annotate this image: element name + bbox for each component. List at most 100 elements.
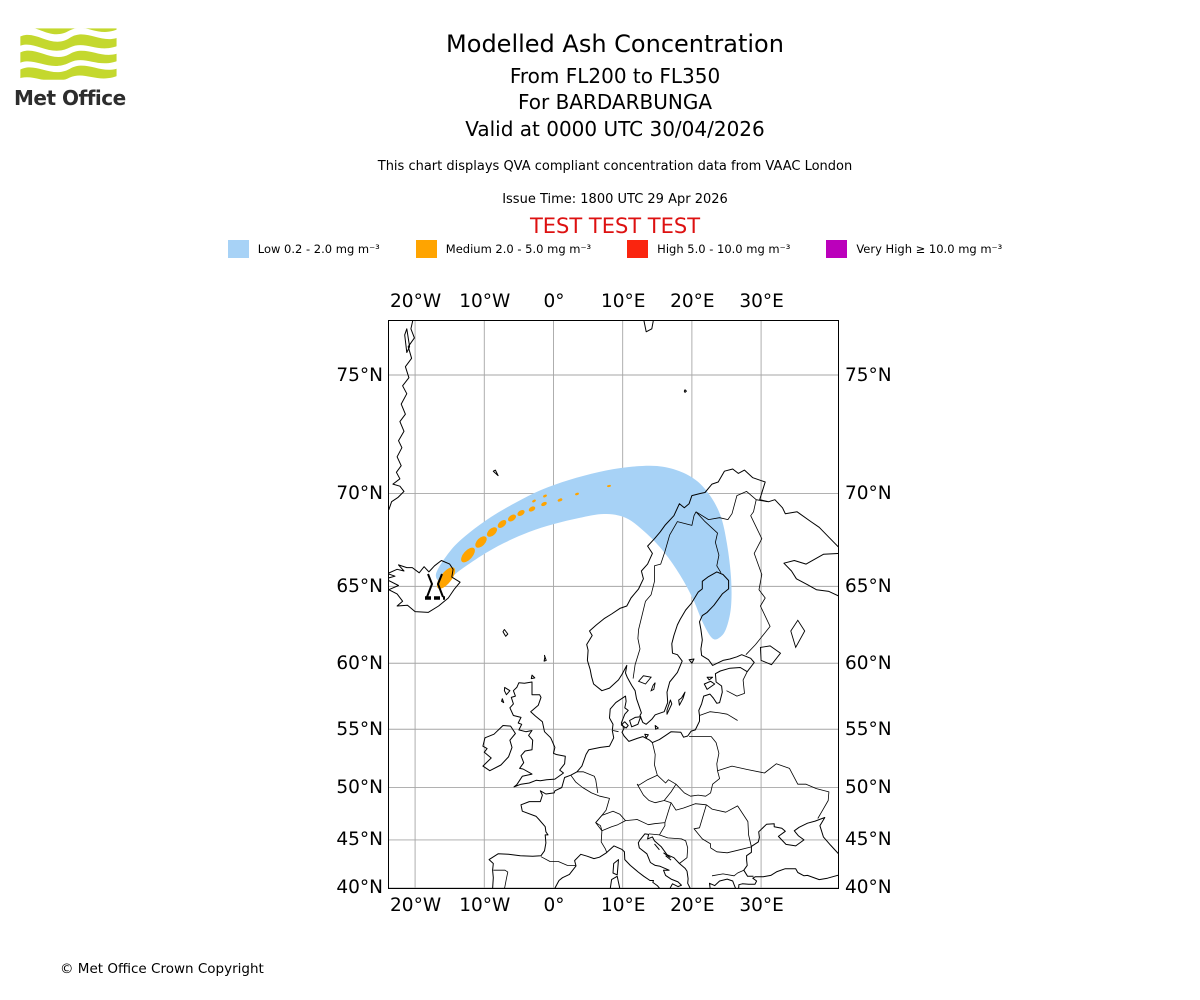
- legend-swatch-very-high: [826, 240, 848, 258]
- border-poland-east: [675, 736, 720, 797]
- ash-plume-medium-blob-6: [517, 509, 525, 517]
- x-axis-label-top-30°E: 30°E: [739, 291, 784, 312]
- x-axis-label-top-10°W: 10°W: [459, 291, 511, 312]
- x-axis-label-bottom-0°: 0°: [543, 895, 565, 916]
- ash-plume-medium-blob-10: [543, 494, 547, 498]
- coastline-rugen: [644, 733, 649, 739]
- border-danube-bulgaria: [710, 846, 752, 854]
- legend-item-high: High 5.0 - 10.0 mg m⁻³: [627, 240, 790, 258]
- coastline-med-coast-spain-italy: [554, 845, 660, 888]
- ash-plume-medium-blob-7: [528, 506, 536, 512]
- ash-plume-medium-blob-9: [532, 499, 536, 503]
- legend-label-very-high: Very High ≥ 10.0 mg m⁻³: [856, 242, 1003, 256]
- coastline-great-britain: [509, 681, 566, 788]
- y-axis-label-left-50°N: 50°N: [336, 776, 383, 798]
- x-axis-label-top-20°W: 20°W: [390, 291, 442, 312]
- border-pyrenees: [540, 856, 576, 866]
- legend-label-high: High 5.0 - 10.0 mg m⁻³: [657, 242, 791, 256]
- x-axis-label-bottom-10°E: 10°E: [600, 895, 646, 916]
- coastline-denmark-fyn: [620, 721, 629, 729]
- ash-plume-medium-blob-12: [575, 492, 579, 496]
- border-germany-denmark: [612, 730, 619, 733]
- y-axis-label-right-70°N: 70°N: [845, 483, 892, 505]
- copyright-footer: © Met Office Crown Copyright: [60, 961, 264, 977]
- legend-swatch-high: [627, 240, 649, 258]
- border-sweden-finland: [695, 511, 722, 574]
- y-axis-label-right-60°N: 60°N: [845, 652, 892, 674]
- y-axis-label-right-50°N: 50°N: [845, 776, 892, 798]
- border-germany-poland: [652, 742, 658, 776]
- qva-note: This chart displays QVA compliant concen…: [377, 159, 853, 174]
- coastline-faroe-islands: [502, 629, 509, 637]
- y-axis-label-left-45°N: 45°N: [336, 829, 383, 851]
- ash-plume-medium-blob-11: [557, 498, 563, 502]
- lake-onega: [790, 619, 806, 649]
- y-axis-label-left-55°N: 55°N: [336, 718, 383, 740]
- ash-plume-medium-blob-5: [508, 514, 516, 522]
- map-frame: [388, 320, 839, 889]
- coastline-blacksea-west-crimea: [743, 817, 838, 877]
- y-axis-label-left-60°N: 60°N: [336, 652, 383, 674]
- border-portugal-spain: [493, 869, 509, 888]
- coastline-greenland-island: [404, 328, 411, 353]
- y-axis-label-left-40°N: 40°N: [336, 877, 383, 899]
- map-canvas: [389, 321, 838, 888]
- coastline-sardinia-tip: [609, 875, 621, 888]
- legend-label-low: Low 0.2 - 2.0 mg m⁻³: [257, 242, 380, 256]
- lake-vanern: [637, 675, 652, 685]
- coastline-jan-mayen: [492, 469, 499, 477]
- coastline-bear-island: [683, 389, 687, 393]
- flight-level-subtitle: From FL200 to FL350: [509, 64, 721, 88]
- border-finland-russia: [745, 511, 771, 655]
- x-axis-label-top-0°: 0°: [543, 291, 565, 312]
- coastline-oland: [666, 699, 673, 715]
- border-norway-sweden: [632, 511, 697, 679]
- ash-plume-medium-blob-1: [461, 547, 475, 563]
- coastline-svalbard-fragment: [643, 321, 654, 333]
- x-axis-label-bottom-10°W: 10°W: [459, 895, 511, 916]
- x-axis-label-bottom-20°E: 20°E: [670, 895, 715, 916]
- coastline-turkey-blacksea-coast: [738, 868, 838, 888]
- volcano-eruption-marker: [425, 573, 445, 600]
- chart-title: Modelled Ash Concentration: [446, 30, 784, 58]
- coastline-white-sea: [783, 552, 838, 597]
- coastline-adriatic-coast: [637, 833, 691, 888]
- border-estonia-russia: [726, 671, 748, 697]
- y-axis-label-right-45°N: 45°N: [845, 829, 892, 851]
- x-axis-label-top-20°E: 20°E: [670, 291, 715, 312]
- legend-item-very-high: Very High ≥ 10.0 mg m⁻³: [826, 240, 1002, 258]
- legend-swatch-medium: [415, 240, 437, 258]
- y-axis-label-right-40°N: 40°N: [845, 877, 892, 899]
- volcano-subtitle: For BARDARBUNGA: [517, 90, 713, 114]
- legend-item-low: Low 0.2 - 2.0 mg m⁻³: [227, 240, 380, 258]
- ash-plume-medium-blob-4: [497, 520, 507, 528]
- y-axis-label-left-75°N: 75°N: [336, 364, 383, 386]
- coastline-scandinavia-continent-coast: [488, 468, 838, 888]
- y-axis-label-right-65°N: 65°N: [845, 575, 892, 597]
- border-czech: [636, 774, 677, 804]
- border-carpathia: [706, 804, 752, 847]
- lake-ladoga: [759, 645, 782, 666]
- coastline-hebrides-uist: [501, 698, 505, 704]
- legend-item-medium: Medium 2.0 - 5.0 mg m⁻³: [415, 240, 591, 258]
- coastline-dalmatian-island-1: [654, 843, 660, 851]
- ash-plume-medium-blob-8: [541, 501, 547, 507]
- border-norway-finland-russia: [695, 491, 768, 520]
- border-austria: [625, 800, 672, 826]
- ash-plume-medium-blob-2: [475, 536, 487, 548]
- y-axis-label-right-75°N: 75°N: [845, 364, 892, 386]
- coastline-greenland-coast: [389, 321, 415, 510]
- coastline-aland: [688, 658, 695, 664]
- border-france-east: [570, 774, 610, 853]
- y-axis-label-left-70°N: 70°N: [336, 483, 383, 505]
- x-axis-label-top-10°E: 10°E: [600, 291, 646, 312]
- coastline-denmark-zealand: [629, 716, 642, 728]
- border-switzerland: [595, 810, 626, 832]
- coastline-saaremaa: [703, 680, 716, 690]
- coastline-corsica: [612, 859, 619, 876]
- ash-plume-low-band: [435, 465, 732, 640]
- ash-plume-medium-blob-13: [607, 484, 611, 488]
- coastline-ireland: [482, 725, 516, 772]
- coastline-hebrides-lewis: [503, 686, 511, 696]
- border-hungary-serbia-romania: [693, 804, 711, 848]
